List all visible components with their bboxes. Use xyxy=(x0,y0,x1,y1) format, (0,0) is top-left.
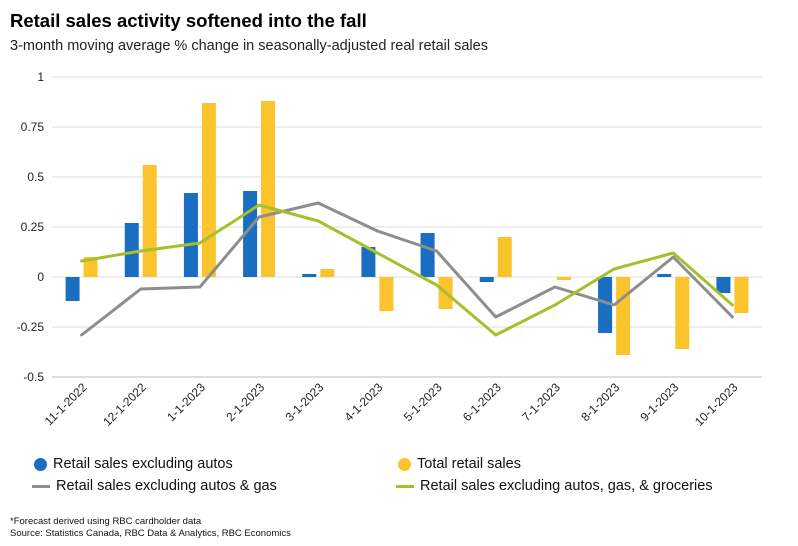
legend-swatch-green-line xyxy=(396,484,414,488)
legend-item-total-retail-sales: Total retail sales xyxy=(398,456,521,472)
y-tick-label: 0.75 xyxy=(21,120,45,134)
bar-total-retail-sales xyxy=(201,103,216,277)
y-tick-label: -0.5 xyxy=(23,370,44,384)
line-excluding-autos-gas xyxy=(80,201,734,337)
y-tick-label: 1 xyxy=(37,70,44,84)
footnote: *Forecast derived using RBC cardholder d… xyxy=(10,516,202,527)
x-tick-label: 12-1-2022 xyxy=(100,380,149,429)
bar-total-retail-sales xyxy=(261,101,276,277)
bar-excluding-autos xyxy=(65,277,80,301)
legend-swatch-blue xyxy=(34,457,47,471)
bar-excluding-autos xyxy=(657,274,672,277)
chart-subtitle: 3-month moving average % change in seaso… xyxy=(10,38,488,54)
y-tick-label: 0 xyxy=(37,270,44,284)
legend-label-excluding-autos: Retail sales excluding autos xyxy=(53,456,233,472)
x-tick-label: 2-1-2023 xyxy=(223,380,267,424)
legend-label-total-retail-sales: Total retail sales xyxy=(417,456,521,472)
chart-title: Retail sales activity softened into the … xyxy=(10,10,367,31)
bar-total-retail-sales xyxy=(142,165,157,277)
x-tick-label: 1-1-2023 xyxy=(164,380,208,424)
bar-total-retail-sales xyxy=(675,277,690,349)
legend-label-excluding-autos-gas-groceries: Retail sales excluding autos, gas, & gro… xyxy=(420,478,713,494)
bar-excluding-autos xyxy=(302,274,317,277)
bar-total-retail-sales xyxy=(556,277,571,280)
bar-excluding-autos xyxy=(124,223,139,277)
y-tick-label: -0.25 xyxy=(17,320,45,334)
legend-swatch-yellow xyxy=(398,457,411,471)
bar-total-retail-sales xyxy=(379,277,394,311)
bar-total-retail-sales xyxy=(497,237,512,277)
bar-excluding-autos xyxy=(716,277,731,293)
x-tick-label: 4-1-2023 xyxy=(342,380,386,424)
x-tick-label: 11-1-2022 xyxy=(42,380,90,428)
x-tick-label: 5-1-2023 xyxy=(401,380,445,424)
x-tick-label: 7-1-2023 xyxy=(519,380,563,424)
bar-excluding-autos xyxy=(420,233,435,277)
bar-total-retail-sales xyxy=(83,257,98,277)
legend-item-excluding-autos-gas-groceries: Retail sales excluding autos, gas, & gro… xyxy=(396,478,713,494)
source-note: Source: Statistics Canada, RBC Data & An… xyxy=(10,528,291,539)
y-tick-label: 0.5 xyxy=(27,170,44,184)
y-tick-label: 0.25 xyxy=(21,220,45,234)
x-tick-label: 8-1-2023 xyxy=(578,380,622,424)
legend-swatch-gray-line xyxy=(32,484,50,488)
x-tick-label: 6-1-2023 xyxy=(460,380,504,424)
bar-excluding-autos xyxy=(479,277,494,282)
legend-item-excluding-autos: Retail sales excluding autos xyxy=(34,456,233,472)
line-excluding-autos-gas-groceries xyxy=(80,203,734,337)
x-tick-label: 10-1-2023 xyxy=(692,380,741,429)
bar-total-retail-sales xyxy=(320,269,335,277)
legend-label-excluding-autos-gas: Retail sales excluding autos & gas xyxy=(56,478,277,494)
bar-total-retail-sales xyxy=(616,277,631,355)
x-tick-label: 3-1-2023 xyxy=(282,380,326,424)
bar-excluding-autos xyxy=(361,247,376,277)
bar-excluding-autos xyxy=(598,277,613,333)
x-tick-label: 9-1-2023 xyxy=(637,380,681,424)
bar-excluding-autos xyxy=(183,193,198,277)
bar-total-retail-sales xyxy=(734,277,749,313)
legend-item-excluding-autos-gas: Retail sales excluding autos & gas xyxy=(32,478,277,494)
